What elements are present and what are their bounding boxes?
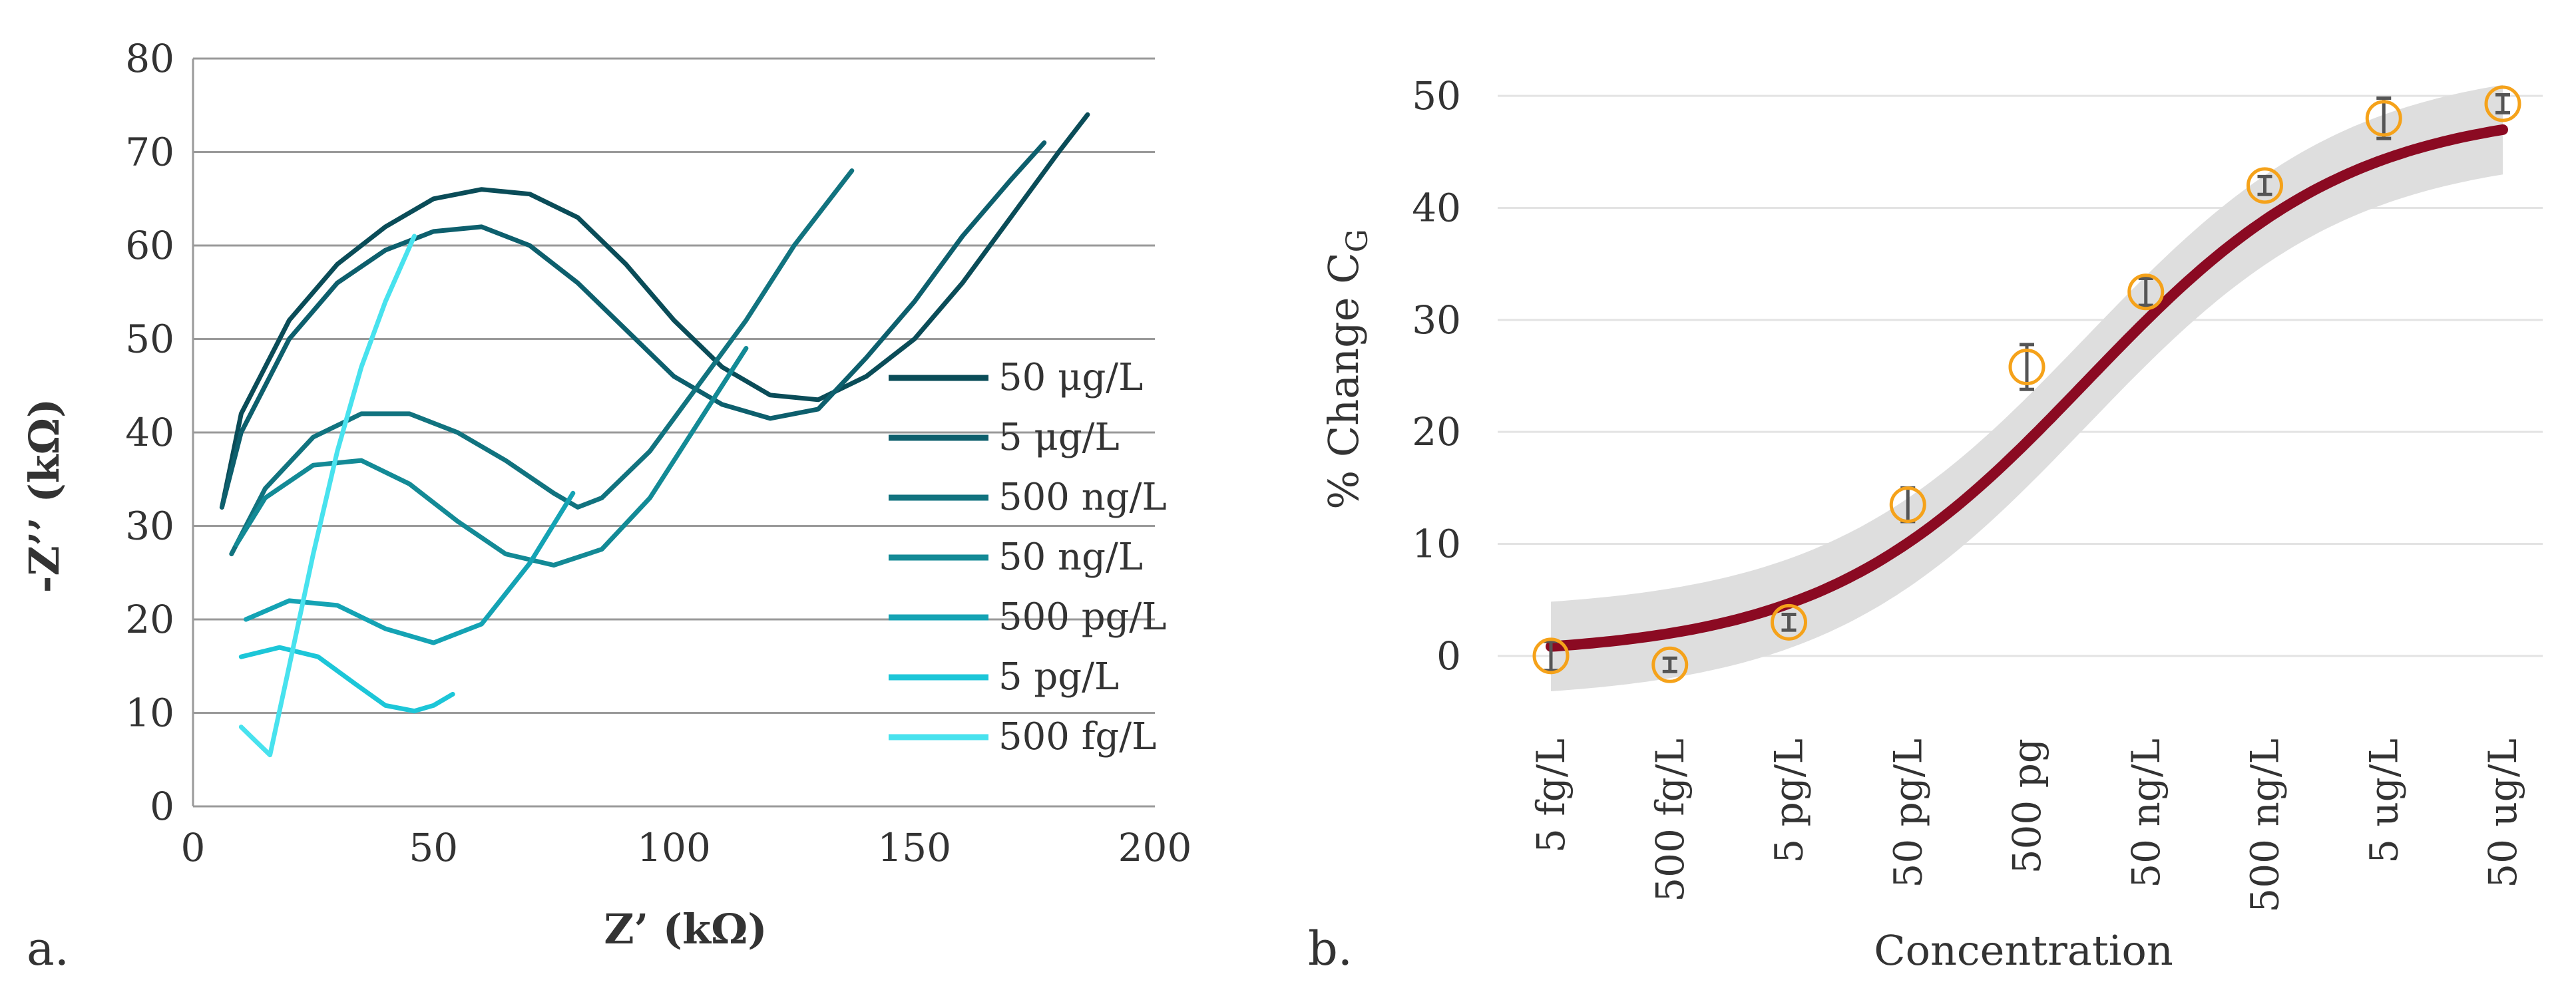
- panel-a-x-tick-label: 0: [181, 825, 206, 870]
- panel-a-y-tick-label: 70: [125, 130, 174, 175]
- panel-b-data-point: [2365, 100, 2402, 137]
- panel-a-series-group: [219, 112, 1090, 758]
- panel-b-x-tick-label: 5 fg/L: [1528, 739, 1574, 853]
- panel-b-y-tick-label: 20: [1412, 409, 1461, 454]
- panel-b-y-ticks: 0 10 20 30 40 50: [1412, 73, 1461, 679]
- panel-b-x-tick-label: 5 pg/L: [1767, 739, 1812, 864]
- panel-b-data-points: [1532, 85, 2521, 683]
- panel-a-y-tick-label: 30: [125, 504, 174, 549]
- panel-b-x-tick-label: 500 pg: [2004, 739, 2049, 874]
- panel-b-x-axis-title: Concentration: [1874, 926, 2173, 975]
- panel-b-x-tick-label: 500 fg/L: [1647, 739, 1693, 902]
- panel-b-x-tick-label: 500 ng/L: [2243, 739, 2288, 913]
- panel-b-x-tick-label: 50 pg/L: [1885, 739, 1930, 888]
- panel-a-x-tick-label: 50: [409, 825, 458, 870]
- panel-a-y-tick-label: 80: [125, 36, 174, 81]
- panel-a-legend: 50 μg/L 5 μg/L 500 ng/L 50 ng/L 500 pg/L 5 pg…: [889, 356, 1167, 758]
- panel-b-fit-curve: [1546, 124, 2508, 652]
- panel-a-series-line: [238, 645, 455, 714]
- panel-a-axes: [192, 59, 1155, 808]
- panel-a-legend-label: 5 μg/L: [998, 416, 1120, 459]
- panel-b-y-tick-label: 50: [1412, 73, 1461, 118]
- panel-b-data-point: [2008, 349, 2045, 386]
- panel-a-y-tick-label: 0: [150, 784, 174, 829]
- panel-a-y-ticks: 0 10 20 30 40 50 60 70 80: [125, 36, 174, 829]
- panel-a-x-tick-label: 150: [877, 825, 951, 870]
- panel-b-data-point: [1651, 646, 1689, 683]
- panel-a-y-axis-title: -Z’’ (kΩ): [20, 399, 69, 593]
- panel-a-legend-label: 500 pg/L: [998, 595, 1166, 639]
- panel-a-series-line: [219, 140, 1047, 510]
- panel-b-data-point: [2484, 85, 2521, 122]
- panel-b-y-axis-title-main: % Change C: [1319, 252, 1368, 509]
- panel-a-y-tick-label: 40: [125, 410, 174, 455]
- panel-a-series-line: [244, 490, 576, 645]
- panel-a-x-tick-label: 200: [1118, 825, 1192, 870]
- panel-b-y-axis-title-subscript: G: [1341, 229, 1375, 252]
- panel-a-x-tick-label: 100: [637, 825, 711, 870]
- panel-a-x-axis-title: Z’ (kΩ): [604, 905, 767, 953]
- panel-a-y-tick-label: 20: [125, 597, 174, 642]
- panel-a-legend-label: 50 ng/L: [998, 536, 1143, 579]
- panel-a-y-tick-label: 10: [125, 691, 174, 736]
- panel-a-series-line: [234, 346, 749, 568]
- panel-a-legend-label: 50 μg/L: [998, 356, 1143, 399]
- panel-b-x-tick-label: 5 ug/L: [2361, 739, 2406, 864]
- panel-b-confidence-band: [1551, 84, 2503, 692]
- panel-b-data-point: [1771, 603, 1807, 641]
- panel-a-series-line: [219, 112, 1090, 510]
- panel-b-data-point: [1889, 486, 1926, 524]
- panel-a-y-tick-label: 60: [125, 223, 174, 268]
- panel-a-y-tick-label: 50: [125, 317, 174, 362]
- panel-a-legend-label: 500 fg/L: [998, 715, 1156, 758]
- panel-a-x-ticks: 0 50 100 150 200: [181, 825, 1192, 870]
- panel-b-x-tick-label: 50 ug/L: [2480, 739, 2525, 888]
- panel-b-x-tick-label: 50 ng/L: [2123, 739, 2169, 888]
- panel-a-legend-label: 500 ng/L: [998, 476, 1167, 519]
- panel-b-y-tick-label: 0: [1436, 633, 1461, 679]
- panel-a-legend-label: 5 pg/L: [998, 655, 1119, 699]
- panel-b-data-point: [1532, 637, 1570, 675]
- panel-a-label: a.: [27, 921, 69, 976]
- panel-b-y-axis-title: % Change CG: [1319, 229, 1375, 510]
- panel-b-data-point: [2127, 273, 2165, 311]
- panel-a-series-line: [229, 168, 855, 557]
- panel-a-chart: 0 10 20 30 40 50 60 70 80 0 50 100 150 200 50 μg/L 5 …: [20, 36, 1191, 976]
- panel-b-data-point: [2247, 167, 2283, 204]
- panel-b-y-tick-label: 10: [1412, 522, 1461, 567]
- panel-b-y-tick-label: 40: [1412, 186, 1461, 231]
- panel-b-label: b.: [1308, 921, 1353, 976]
- panel-a-series-line: [238, 234, 417, 758]
- panel-a-gridlines: [193, 57, 1155, 714]
- panel-b-x-ticks: 5 fg/L 500 fg/L 5 pg/L 50 pg/L 500 pg 50 ng/L…: [1528, 739, 2525, 913]
- panel-b-y-tick-label: 30: [1412, 297, 1461, 343]
